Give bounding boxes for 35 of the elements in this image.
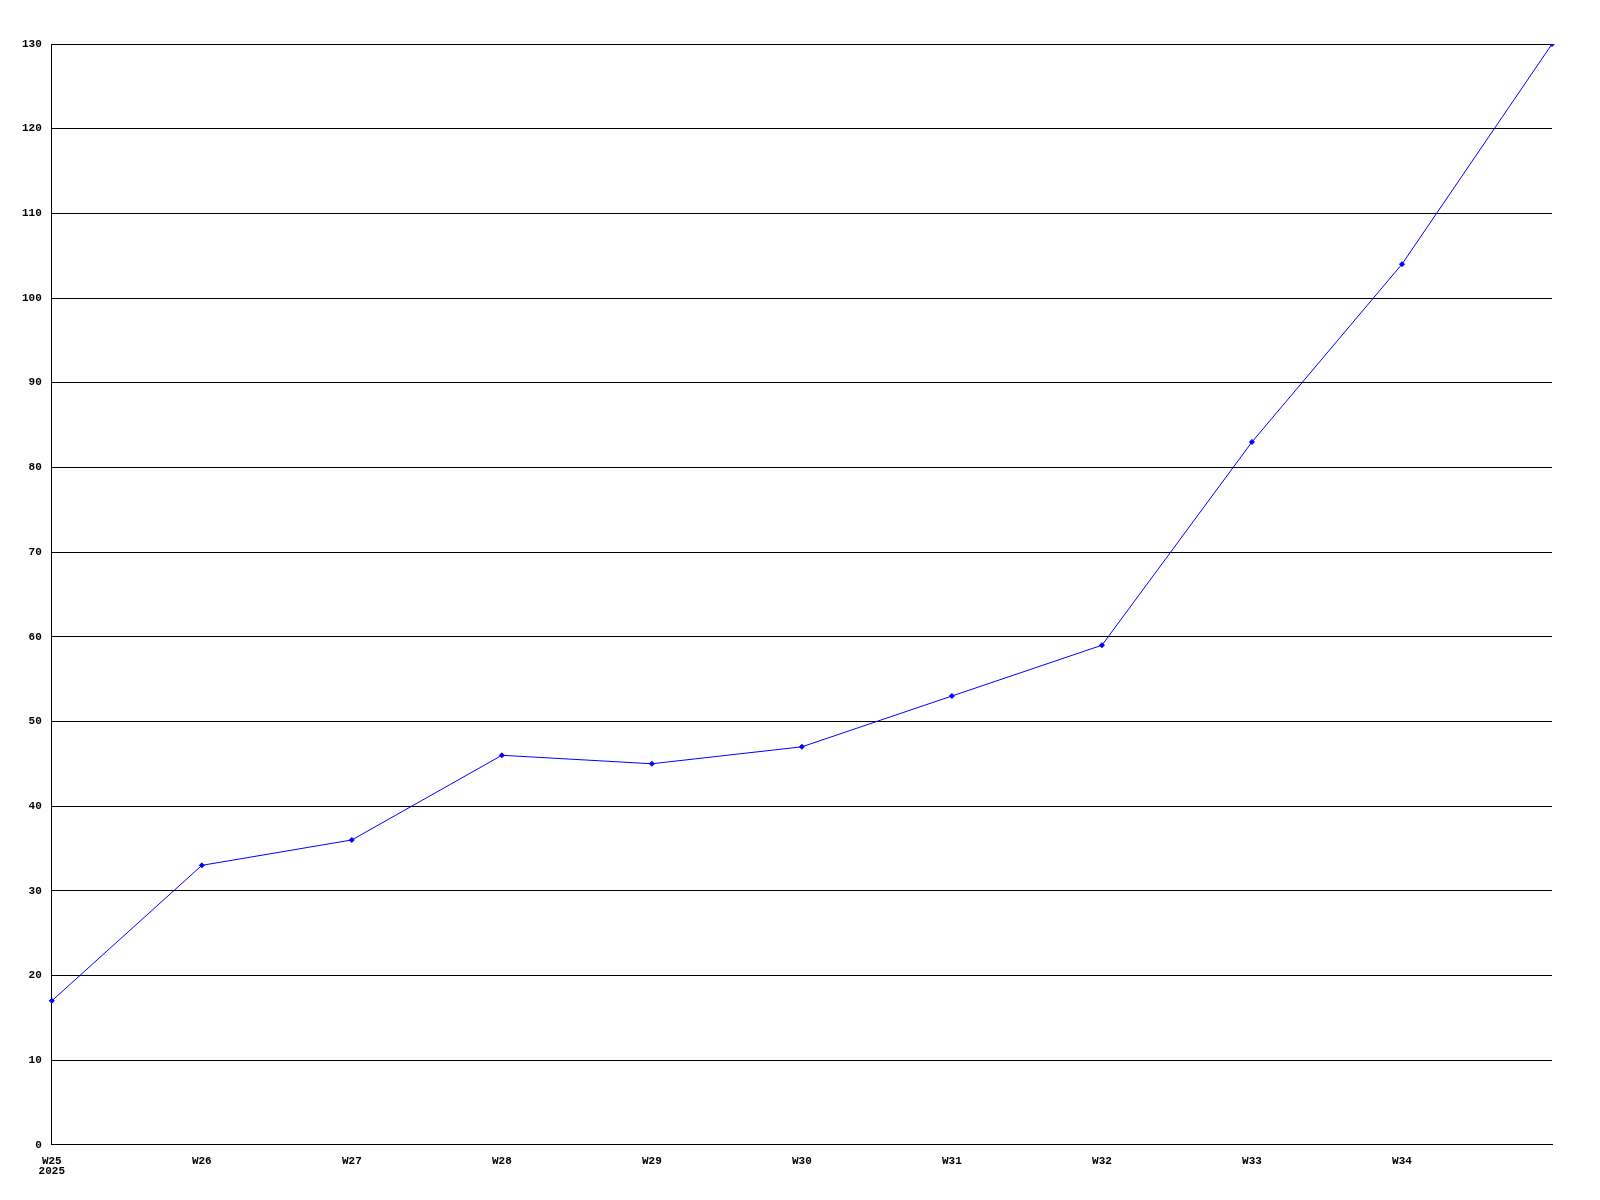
y-tick-label: 10 — [28, 1053, 42, 1066]
point — [648, 760, 655, 767]
y-tick-label: 90 — [28, 376, 42, 389]
point — [498, 752, 505, 759]
point — [48, 997, 55, 1004]
x-tick-label: W27 — [341, 1155, 362, 1168]
x-tick-label: W29 — [641, 1155, 662, 1168]
point — [348, 836, 355, 843]
y-tick-label: 110 — [21, 207, 42, 220]
y-tick-label: 0 — [35, 1138, 42, 1151]
y-tick-label: 70 — [28, 545, 42, 558]
x-tick-label: W31 — [942, 1155, 963, 1168]
point — [948, 693, 955, 700]
y-tick-label: 130 — [21, 37, 42, 50]
y-tick-label: 20 — [28, 969, 42, 982]
x-tick-label: W34 — [1392, 1155, 1413, 1168]
y-tick-label: 50 — [28, 715, 42, 728]
x-tick-label: W32 — [1092, 1155, 1112, 1168]
y-tick-label: 120 — [21, 122, 42, 135]
x-tick-label: W26 — [191, 1155, 212, 1168]
point — [198, 862, 205, 869]
y-tick-label: 60 — [28, 630, 42, 643]
x-tick-label: W30 — [792, 1155, 812, 1168]
point — [1248, 438, 1255, 445]
y-tick-label: 30 — [28, 884, 42, 897]
point — [1098, 642, 1105, 649]
y-tick-label: 80 — [28, 461, 42, 474]
text: 2025 — [38, 1165, 66, 1178]
x-tick-label: W25 — [41, 1155, 63, 1168]
x-tick-label: W33 — [1242, 1155, 1263, 1168]
y-tick-label: 100 — [21, 291, 42, 304]
point — [798, 743, 805, 750]
x-tick-label: W28 — [491, 1155, 513, 1168]
point — [1398, 261, 1405, 268]
y-tick-label: 40 — [28, 799, 42, 812]
